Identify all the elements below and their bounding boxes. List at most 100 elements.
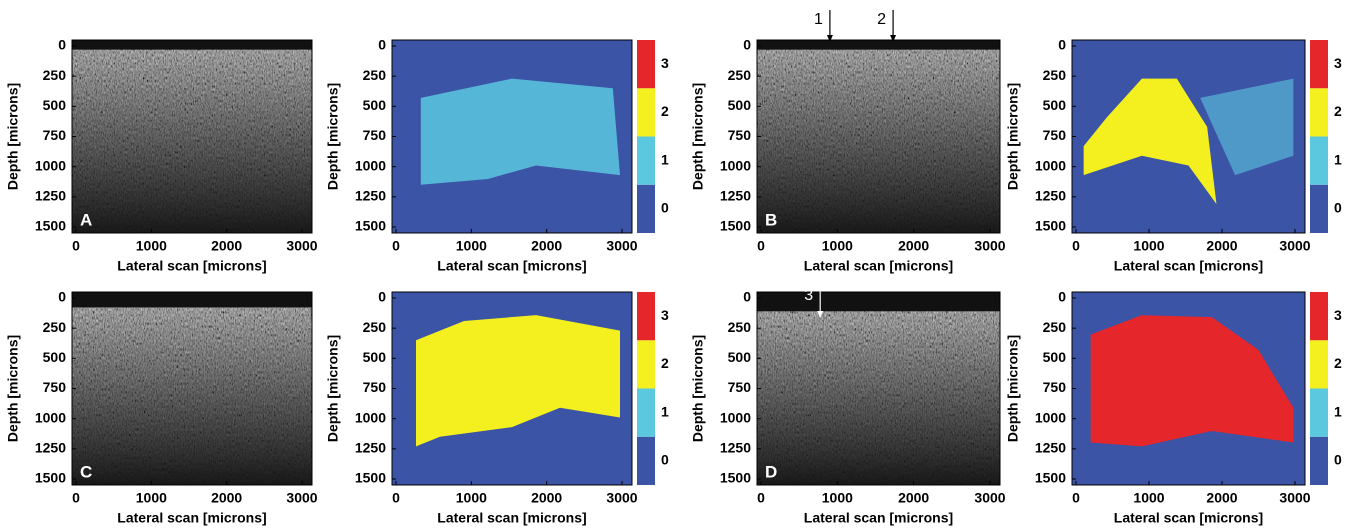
- tissue: [72, 307, 312, 485]
- colorbar-label: 1: [661, 151, 669, 167]
- x-tick-label: 2000: [898, 490, 929, 506]
- x-tick-label: 2000: [531, 238, 562, 254]
- x-tick-label: 2000: [898, 238, 929, 254]
- arrow-label: 1: [814, 11, 823, 28]
- arrow-head: [817, 311, 824, 318]
- panel-letter: A: [80, 210, 92, 229]
- y-tick-label: 500: [1043, 97, 1067, 113]
- y-tick-label: 1250: [720, 188, 751, 204]
- y-tick-label: 1000: [355, 157, 386, 173]
- colorbar-label: 2: [661, 103, 669, 119]
- y-tick-label: 750: [1043, 127, 1067, 143]
- y-tick-label: 1500: [355, 470, 386, 486]
- y-tick-label: 500: [43, 97, 67, 113]
- colorbar-segment: [1310, 340, 1328, 389]
- y-tick-label: 500: [1043, 349, 1067, 365]
- colorbar-label: 0: [1334, 200, 1342, 216]
- x-tick-label: 1000: [456, 490, 487, 506]
- y-tick-label: 1000: [1035, 157, 1066, 173]
- y-tick-label: 250: [43, 319, 67, 335]
- y-tick-label: 1250: [35, 188, 66, 204]
- colorbar-label: 0: [661, 452, 669, 468]
- y-tick-label: 500: [363, 349, 387, 365]
- arrow-label: 2: [877, 11, 886, 28]
- colorbar-label: 1: [661, 403, 669, 419]
- colorbar-label: 0: [1334, 452, 1342, 468]
- y-tick-label: 0: [58, 289, 66, 305]
- x-tick-label: 1000: [822, 238, 853, 254]
- colorbar-label: 1: [1334, 403, 1342, 419]
- y-tick-label: 500: [728, 97, 752, 113]
- y-tick-label: 250: [728, 319, 752, 335]
- y-axis-label: Depth [microns]: [325, 335, 341, 442]
- panel-letter: B: [765, 210, 777, 229]
- colorbar-label: 0: [661, 200, 669, 216]
- y-tick-label: 750: [43, 379, 67, 395]
- x-axis-label: Lateral scan [microns]: [804, 258, 953, 274]
- x-tick-label: 3000: [606, 238, 637, 254]
- x-tick-label: 2000: [531, 490, 562, 506]
- colorbar-label: 2: [1334, 103, 1342, 119]
- y-tick-label: 250: [1043, 319, 1067, 335]
- colorbar-label: 3: [661, 307, 669, 323]
- x-tick-label: 2000: [1206, 490, 1237, 506]
- y-tick-label: 1250: [1035, 440, 1066, 456]
- y-axis-label: Depth [microns]: [690, 335, 706, 442]
- x-tick-label: 2000: [211, 238, 242, 254]
- y-tick-label: 1250: [355, 188, 386, 204]
- x-axis-label: Lateral scan [microns]: [1114, 510, 1263, 526]
- y-axis-label: Depth [microns]: [690, 83, 706, 190]
- arrow-head: [826, 35, 833, 42]
- y-axis-label: Depth [microns]: [1005, 335, 1021, 442]
- y-tick-label: 1000: [1035, 409, 1066, 425]
- class-region: [1090, 315, 1294, 447]
- tissue: [757, 49, 1000, 234]
- x-tick-label: 3000: [1279, 238, 1310, 254]
- y-tick-label: 250: [363, 319, 387, 335]
- colorbar-segment: [1310, 388, 1328, 437]
- x-tick-label: 3000: [286, 490, 317, 506]
- y-tick-label: 0: [1058, 37, 1066, 53]
- y-tick-label: 500: [43, 349, 67, 365]
- y-tick-label: 0: [378, 37, 386, 53]
- y-axis-label: Depth [microns]: [5, 335, 21, 442]
- y-tick-label: 500: [728, 349, 752, 365]
- colorbar-segment: [1310, 184, 1328, 233]
- y-tick-label: 1000: [720, 157, 751, 173]
- x-tick-label: 0: [392, 490, 400, 506]
- y-tick-label: 1500: [720, 218, 751, 234]
- x-tick-label: 3000: [974, 490, 1005, 506]
- y-axis-label: Depth [microns]: [1005, 83, 1021, 190]
- arrow-head: [890, 35, 897, 42]
- y-tick-label: 0: [1058, 289, 1066, 305]
- colorbar-segment: [1310, 88, 1328, 137]
- x-tick-label: 0: [757, 238, 765, 254]
- x-tick-label: 1000: [136, 490, 167, 506]
- y-tick-label: 250: [363, 67, 387, 83]
- x-tick-label: 1000: [1133, 238, 1164, 254]
- tissue: [757, 311, 1000, 485]
- y-tick-label: 1500: [1035, 218, 1066, 234]
- class-region: [1200, 78, 1294, 176]
- x-axis-label: Lateral scan [microns]: [804, 510, 953, 526]
- x-tick-label: 1000: [456, 238, 487, 254]
- y-axis-label: Depth [microns]: [325, 83, 341, 190]
- colorbar-segment: [637, 40, 655, 89]
- colorbar-label: 3: [1334, 55, 1342, 71]
- y-tick-label: 750: [363, 127, 387, 143]
- x-axis-label: Lateral scan [microns]: [1114, 258, 1263, 274]
- y-tick-label: 500: [363, 97, 387, 113]
- y-tick-label: 0: [743, 289, 751, 305]
- y-tick-label: 1000: [35, 409, 66, 425]
- colorbar-segment: [1310, 40, 1328, 89]
- y-tick-label: 1500: [35, 470, 66, 486]
- class-region: [416, 315, 620, 447]
- panel-letter: C: [80, 462, 92, 481]
- x-tick-label: 2000: [211, 490, 242, 506]
- colorbar-segment: [637, 292, 655, 341]
- y-tick-label: 1500: [355, 218, 386, 234]
- colorbar-label: 3: [661, 55, 669, 71]
- colorbar-label: 1: [1334, 151, 1342, 167]
- tissue: [72, 49, 312, 234]
